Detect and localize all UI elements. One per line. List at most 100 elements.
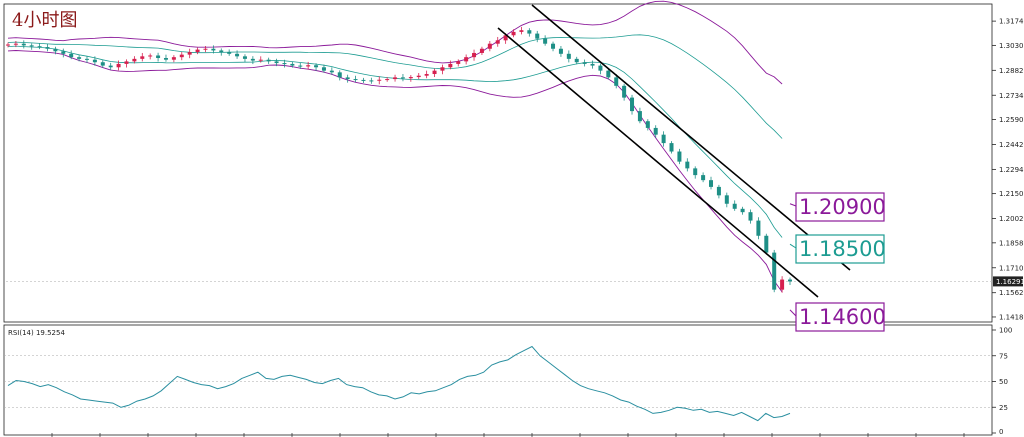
- candle-body: [685, 161, 690, 169]
- candle-body: [709, 180, 714, 187]
- candle-body: [298, 65, 303, 67]
- candle-body: [242, 56, 247, 59]
- callout-box: [795, 302, 885, 332]
- candle-body: [748, 212, 753, 221]
- candle-body: [511, 31, 516, 36]
- price-tick-label: 1.18580: [999, 239, 1024, 247]
- price-tick-label: 1.17100: [999, 264, 1024, 272]
- rsi-tick-label: 25: [999, 404, 1008, 412]
- candle-body: [677, 151, 682, 162]
- candle-body: [132, 58, 137, 62]
- upper-band-line: [7, 34, 783, 139]
- candle-body: [45, 47, 50, 49]
- candle-body: [590, 63, 595, 66]
- price-tick-label: 1.27340: [999, 92, 1024, 100]
- candle-body: [124, 61, 129, 64]
- candle-body: [361, 79, 366, 81]
- candle-body: [495, 40, 500, 44]
- callout-label: 1.20900: [799, 195, 886, 219]
- candle-body: [756, 220, 761, 236]
- candle-body: [290, 63, 295, 66]
- callout-leader: [789, 203, 797, 207]
- candle-body: [424, 74, 429, 76]
- candle-body: [314, 65, 319, 68]
- candle-body: [479, 48, 484, 53]
- callout-box: [795, 234, 885, 264]
- candle-body: [306, 65, 311, 67]
- candle-body: [108, 65, 113, 68]
- candle-body: [527, 30, 532, 34]
- candle-body: [432, 70, 437, 75]
- candle-body: [179, 54, 184, 58]
- price-tick-label: 1.14180: [999, 313, 1024, 321]
- current-price-tag: [993, 276, 1023, 287]
- candle-body: [408, 77, 413, 79]
- candle-body: [574, 58, 579, 63]
- candle-body: [464, 57, 469, 62]
- chart-title: 4小时图: [12, 10, 77, 31]
- candle-body: [156, 55, 161, 59]
- candle-body: [84, 58, 89, 60]
- price-tick-label: 1.21500: [999, 190, 1024, 198]
- candle-body: [21, 43, 26, 46]
- candle-body: [440, 67, 445, 71]
- candle-body: [92, 59, 97, 63]
- current-price-label: 1.16291: [996, 278, 1024, 286]
- price-tick-label: 1.15620: [999, 289, 1024, 297]
- rsi-label: RSI(14) 19.5254: [8, 329, 65, 337]
- candle-body: [716, 186, 721, 196]
- candle-body: [61, 51, 66, 54]
- candle-body: [377, 79, 382, 81]
- candle-body: [732, 203, 737, 209]
- candle-body: [637, 111, 642, 122]
- candle-body: [487, 43, 492, 49]
- price-tick-label: 1.24420: [999, 141, 1024, 149]
- channel-lower-line: [497, 27, 819, 298]
- price-panel-frame: [3, 3, 993, 323]
- candle-body: [266, 59, 271, 62]
- candle-body: [195, 49, 200, 53]
- price-tick-label: 1.22940: [999, 166, 1024, 174]
- candle-body: [701, 175, 706, 181]
- price-callouts: 1.20900 1.18500 1.14600: [789, 192, 886, 332]
- candlestick-series: [6, 26, 792, 293]
- channel-upper-line: [531, 4, 851, 271]
- candle-body: [669, 143, 674, 152]
- candle-body: [645, 121, 650, 128]
- candle-body: [385, 79, 390, 81]
- candle-body: [535, 33, 540, 39]
- candle-body: [171, 57, 176, 60]
- rsi-tick-label: 0: [999, 428, 1003, 436]
- candle-body: [519, 30, 524, 32]
- candle-body: [764, 235, 769, 253]
- candle-body: [187, 52, 192, 55]
- candle-body: [211, 48, 216, 51]
- candle-body: [456, 61, 461, 64]
- candle-body: [250, 58, 255, 61]
- candle-body: [274, 61, 279, 64]
- candle-body: [606, 70, 611, 78]
- candle-body: [582, 62, 587, 64]
- candle-body: [321, 67, 326, 71]
- candle-body: [6, 44, 10, 46]
- rsi-tick-label: 100: [999, 327, 1012, 335]
- candle-body: [543, 38, 548, 44]
- candle-body: [558, 48, 563, 54]
- candle-body: [29, 45, 34, 47]
- candle-body: [235, 53, 240, 57]
- candle-body: [566, 53, 571, 59]
- candle-body: [400, 77, 405, 79]
- candle-body: [598, 65, 603, 71]
- candle-body: [282, 63, 287, 65]
- candle-body: [148, 55, 153, 57]
- candle-body: [780, 279, 785, 290]
- candle-body: [788, 279, 792, 282]
- lower-envelope-line: [7, 50, 783, 293]
- rsi-line: [7, 345, 791, 422]
- candle-body: [116, 63, 121, 68]
- candle-body: [37, 46, 42, 48]
- callout-box: [795, 192, 885, 222]
- callout-label: 1.14600: [799, 305, 886, 329]
- candle-body: [258, 59, 263, 61]
